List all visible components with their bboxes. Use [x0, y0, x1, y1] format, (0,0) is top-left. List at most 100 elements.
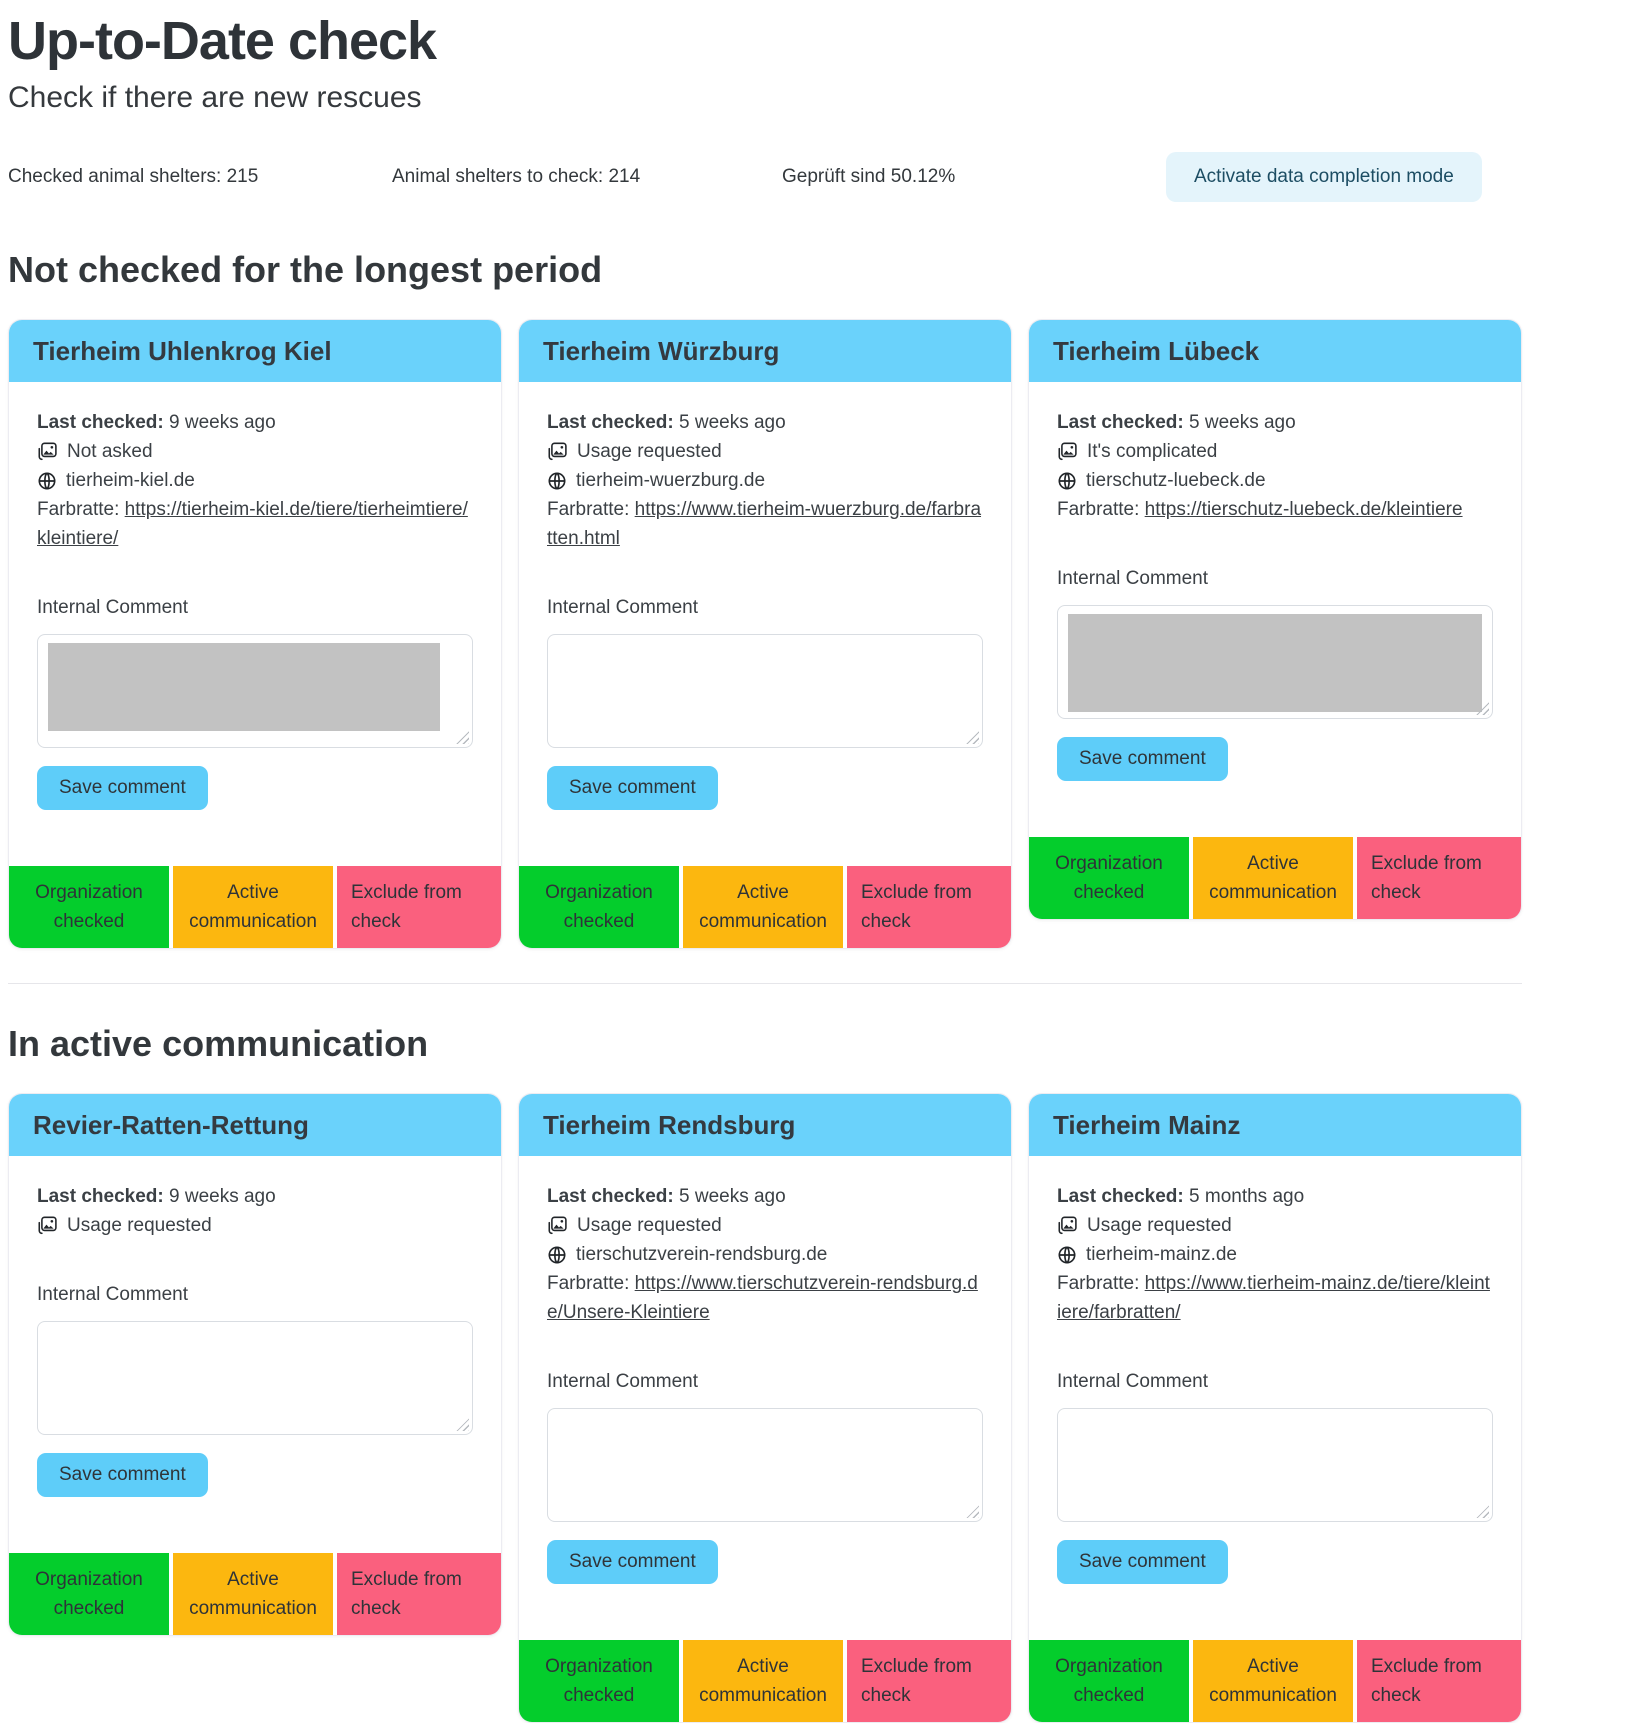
last-checked-value: 5 weeks ago	[679, 412, 786, 434]
organization-checked-button[interactable]: Organization checked	[9, 1553, 169, 1636]
farbratte-line: Farbratte: https://www.tierheim-wuerzbur…	[547, 495, 983, 553]
stat-shelters-to-check: Animal shelters to check: 214	[392, 166, 641, 188]
save-comment-button[interactable]: Save comment	[37, 1453, 208, 1498]
farbratte-link[interactable]: https://tierschutz-luebeck.de/kleintiere	[1144, 499, 1463, 521]
internal-comment-textarea[interactable]	[37, 1321, 473, 1436]
exclude-from-check-button[interactable]: Exclude from check	[847, 866, 1011, 949]
image-status-line: Usage requested	[547, 1211, 983, 1240]
organization-checked-button[interactable]: Organization checked	[519, 1640, 679, 1723]
image-status-line: Not asked	[37, 437, 473, 466]
image-status-text: Usage requested	[577, 1215, 722, 1237]
save-comment-button[interactable]: Save comment	[37, 766, 208, 811]
images-icon	[1058, 442, 1077, 461]
shelter-card: Tierheim Würzburg Last checked: 5 weeks …	[518, 319, 1012, 950]
image-status-text: Usage requested	[577, 441, 722, 463]
exclude-from-check-button[interactable]: Exclude from check	[1357, 837, 1521, 920]
page-subtitle: Check if there are new rescues	[8, 81, 422, 115]
resize-handle[interactable]	[456, 731, 469, 745]
page-title: Up-to-Date check	[8, 11, 437, 71]
farbratte-line: Farbratte: https://www.tierschutzverein-…	[547, 1269, 983, 1327]
organization-checked-button[interactable]: Organization checked	[9, 866, 169, 949]
last-checked-line: Last checked: 5 weeks ago	[1057, 408, 1493, 437]
last-checked-label: Last checked:	[1057, 1186, 1184, 1208]
cards-row-not-checked: Tierheim Uhlenkrog Kiel Last checked: 9 …	[8, 319, 1522, 950]
images-icon	[38, 1216, 57, 1235]
farbratte-link[interactable]: https://tierheim-kiel.de/tiere/tierheimt…	[37, 499, 468, 550]
card-body: Last checked: 5 months ago Usage request…	[1029, 1156, 1521, 1640]
website-text: tierschutz-luebeck.de	[1086, 470, 1266, 492]
last-checked-line: Last checked: 5 months ago	[1057, 1182, 1493, 1211]
farbratte-line: Farbratte: https://tierschutz-luebeck.de…	[1057, 495, 1493, 524]
images-icon	[1058, 1216, 1077, 1235]
card-body: Last checked: 5 weeks ago Usage requeste…	[519, 1156, 1011, 1640]
card-body: Last checked: 5 weeks ago It's complicat…	[1029, 382, 1521, 837]
last-checked-label: Last checked:	[547, 1186, 674, 1208]
farbratte-label: Farbratte:	[37, 499, 120, 521]
globe-icon	[1058, 1246, 1076, 1264]
resize-handle[interactable]	[966, 1505, 979, 1519]
shelter-card: Tierheim Lübeck Last checked: 5 weeks ag…	[1028, 319, 1522, 921]
card-title: Tierheim Mainz	[1029, 1094, 1521, 1157]
exclude-from-check-button[interactable]: Exclude from check	[1357, 1640, 1521, 1723]
website-line: tierschutz-luebeck.de	[1057, 466, 1493, 495]
internal-comment-label: Internal Comment	[1057, 568, 1209, 590]
active-communication-button[interactable]: Active communication	[173, 1553, 333, 1636]
globe-icon	[38, 472, 56, 490]
save-comment-button[interactable]: Save comment	[1057, 1540, 1228, 1585]
website-text: tierheim-mainz.de	[1086, 1244, 1237, 1266]
exclude-from-check-button[interactable]: Exclude from check	[337, 866, 501, 949]
farbratte-line: Farbratte: https://tierheim-kiel.de/tier…	[37, 495, 473, 553]
page: Up-to-Date check Check if there are new …	[8, 11, 1522, 1723]
organization-checked-button[interactable]: Organization checked	[1029, 1640, 1189, 1723]
organization-checked-button[interactable]: Organization checked	[1029, 837, 1189, 920]
internal-comment-textarea[interactable]	[547, 634, 983, 749]
resize-handle[interactable]	[1476, 1505, 1489, 1519]
organization-checked-button[interactable]: Organization checked	[519, 866, 679, 949]
image-status-line: It's complicated	[1057, 437, 1493, 466]
exclude-from-check-button[interactable]: Exclude from check	[847, 1640, 1011, 1723]
save-comment-button[interactable]: Save comment	[547, 766, 718, 811]
farbratte-link[interactable]: https://www.tierheim-wuerzburg.de/farbra…	[547, 499, 982, 550]
active-communication-button[interactable]: Active communication	[683, 1640, 843, 1723]
card-title: Tierheim Uhlenkrog Kiel	[9, 320, 501, 383]
internal-comment-textarea[interactable]	[37, 634, 473, 749]
last-checked-value: 9 weeks ago	[169, 1186, 276, 1208]
shelter-card: Tierheim Uhlenkrog Kiel Last checked: 9 …	[8, 319, 502, 950]
internal-comment-textarea[interactable]	[1057, 605, 1493, 720]
internal-comment-label: Internal Comment	[1057, 1371, 1209, 1393]
image-status-line: Usage requested	[37, 1211, 473, 1240]
save-comment-button[interactable]: Save comment	[1057, 737, 1228, 782]
shelter-card: Tierheim Rendsburg Last checked: 5 weeks…	[518, 1093, 1012, 1723]
active-communication-button[interactable]: Active communication	[1193, 837, 1353, 920]
globe-icon	[548, 472, 566, 490]
redacted-comment	[1068, 614, 1482, 713]
farbratte-link[interactable]: https://www.tierschutzverein-rendsburg.d…	[547, 1273, 978, 1324]
farbratte-link[interactable]: https://www.tierheim-mainz.de/tiere/klei…	[1057, 1273, 1490, 1324]
last-checked-value: 5 months ago	[1189, 1186, 1305, 1208]
card-body: Last checked: 5 weeks ago Usage requeste…	[519, 382, 1011, 866]
image-status-text: Usage requested	[67, 1215, 212, 1237]
internal-comment-label: Internal Comment	[37, 597, 189, 619]
save-comment-button[interactable]: Save comment	[547, 1540, 718, 1585]
image-status-text: Usage requested	[1087, 1215, 1232, 1237]
last-checked-value: 5 weeks ago	[1189, 412, 1296, 434]
active-communication-button[interactable]: Active communication	[1193, 1640, 1353, 1723]
image-status-text: It's complicated	[1087, 441, 1218, 463]
internal-comment-label: Internal Comment	[37, 1284, 189, 1306]
active-communication-button[interactable]: Active communication	[683, 866, 843, 949]
activate-data-completion-button[interactable]: Activate data completion mode	[1166, 152, 1482, 203]
stats-row: Checked animal shelters: 215 Animal shel…	[8, 152, 1522, 203]
resize-handle[interactable]	[966, 731, 979, 745]
resize-handle[interactable]	[456, 1418, 469, 1432]
image-status-text: Not asked	[67, 441, 153, 463]
section-heading-active-communication: In active communication	[8, 1023, 429, 1065]
last-checked-value: 5 weeks ago	[679, 1186, 786, 1208]
internal-comment-textarea[interactable]	[1057, 1408, 1493, 1523]
active-communication-button[interactable]: Active communication	[173, 866, 333, 949]
website-text: tierheim-kiel.de	[66, 470, 195, 492]
card-actions: Organization checked Active communicatio…	[1029, 1640, 1521, 1723]
exclude-from-check-button[interactable]: Exclude from check	[337, 1553, 501, 1636]
internal-comment-label: Internal Comment	[547, 597, 699, 619]
internal-comment-textarea[interactable]	[547, 1408, 983, 1523]
last-checked-line: Last checked: 9 weeks ago	[37, 1182, 473, 1211]
